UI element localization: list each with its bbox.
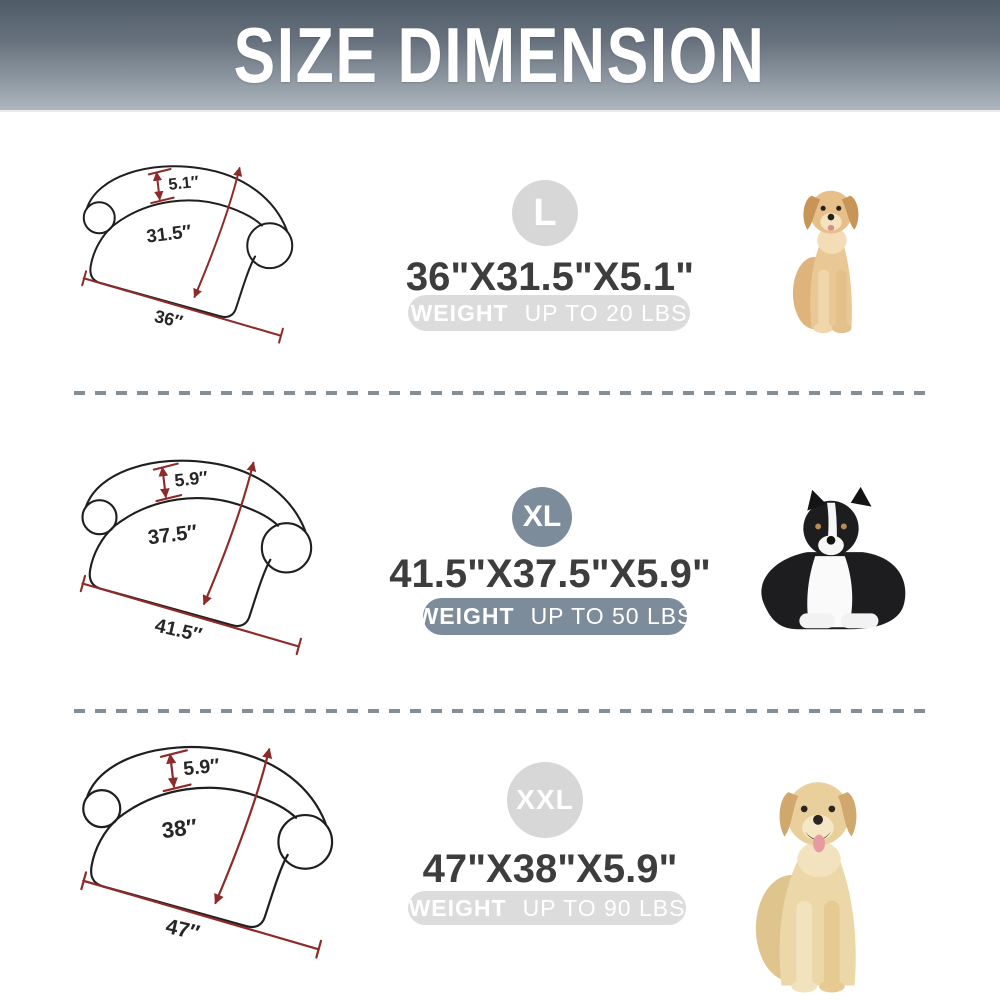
- diagram-width-label: 41.5″: [153, 615, 205, 647]
- size-badge-xl: XL: [512, 487, 572, 547]
- size-badge-xxl: XXL: [507, 762, 583, 838]
- golden-retriever-puppy-icon: [792, 190, 859, 334]
- page-title: SIZE DIMENSION: [233, 10, 767, 99]
- weight-label: WEIGHT: [416, 603, 515, 629]
- dimension-text-l: 36"X31.5"X5.1": [405, 255, 695, 299]
- diagram-depth-label: 31.5″: [145, 220, 192, 246]
- diagram-height-label: 5.9″: [173, 467, 209, 490]
- weight-pill-xxl: WEIGHT UP TO 90 LBS: [408, 891, 686, 925]
- weight-pill-xl: WEIGHT UP TO 50 LBS: [417, 598, 692, 635]
- header-banner: SIZE DIMENSION: [0, 0, 1000, 112]
- diagram-height-label: 5.1″: [168, 173, 200, 194]
- diagram-depth-label: 38″: [160, 814, 198, 843]
- diagram-width-label: 47″: [164, 914, 202, 945]
- diagram-width-label: 36″: [153, 306, 186, 332]
- yellow-labrador-icon: [755, 782, 857, 993]
- weight-value: UP TO 90 LBS: [522, 894, 686, 921]
- diagram-height-label: 5.9″: [182, 755, 220, 781]
- sofa-outline-drawing: 5.9″ 37.5″ 41.5″: [79, 459, 313, 656]
- diagram-depth-label: 37.5″: [147, 521, 199, 549]
- sofa-outline-drawing: 5.1″ 31.5″ 36″: [81, 165, 294, 344]
- sofa-bed-diagram-xxl: 5.9″ 38″ 47″: [74, 742, 370, 959]
- dashed-divider: [74, 391, 934, 395]
- sofa-outline-drawing: 5.9″ 38″ 47″: [80, 745, 334, 959]
- size-badge-l: L: [512, 180, 578, 246]
- sofa-bed-diagram-l: 5.1″ 31.5″ 36″: [76, 162, 324, 344]
- dog-photo-yellow-labrador: [746, 763, 894, 993]
- dog-photo-golden-retriever-puppy: [790, 180, 868, 336]
- dimension-text-xl: 41.5"X37.5"X5.9": [389, 552, 711, 596]
- weight-label: WEIGHT: [410, 299, 509, 326]
- dog-photo-border-collie: [746, 486, 914, 641]
- weight-label: WEIGHT: [408, 894, 507, 921]
- weight-value: UP TO 20 LBS: [524, 299, 688, 326]
- border-collie-icon: [761, 486, 906, 630]
- weight-value: UP TO 50 LBS: [530, 603, 694, 629]
- weight-pill-l: WEIGHT UP TO 20 LBS: [408, 295, 690, 331]
- dashed-divider: [74, 709, 934, 713]
- sofa-bed-diagram-xl: 5.9″ 37.5″ 41.5″: [74, 456, 346, 656]
- dimension-text-xxl: 47"X38"X5.9": [422, 847, 678, 891]
